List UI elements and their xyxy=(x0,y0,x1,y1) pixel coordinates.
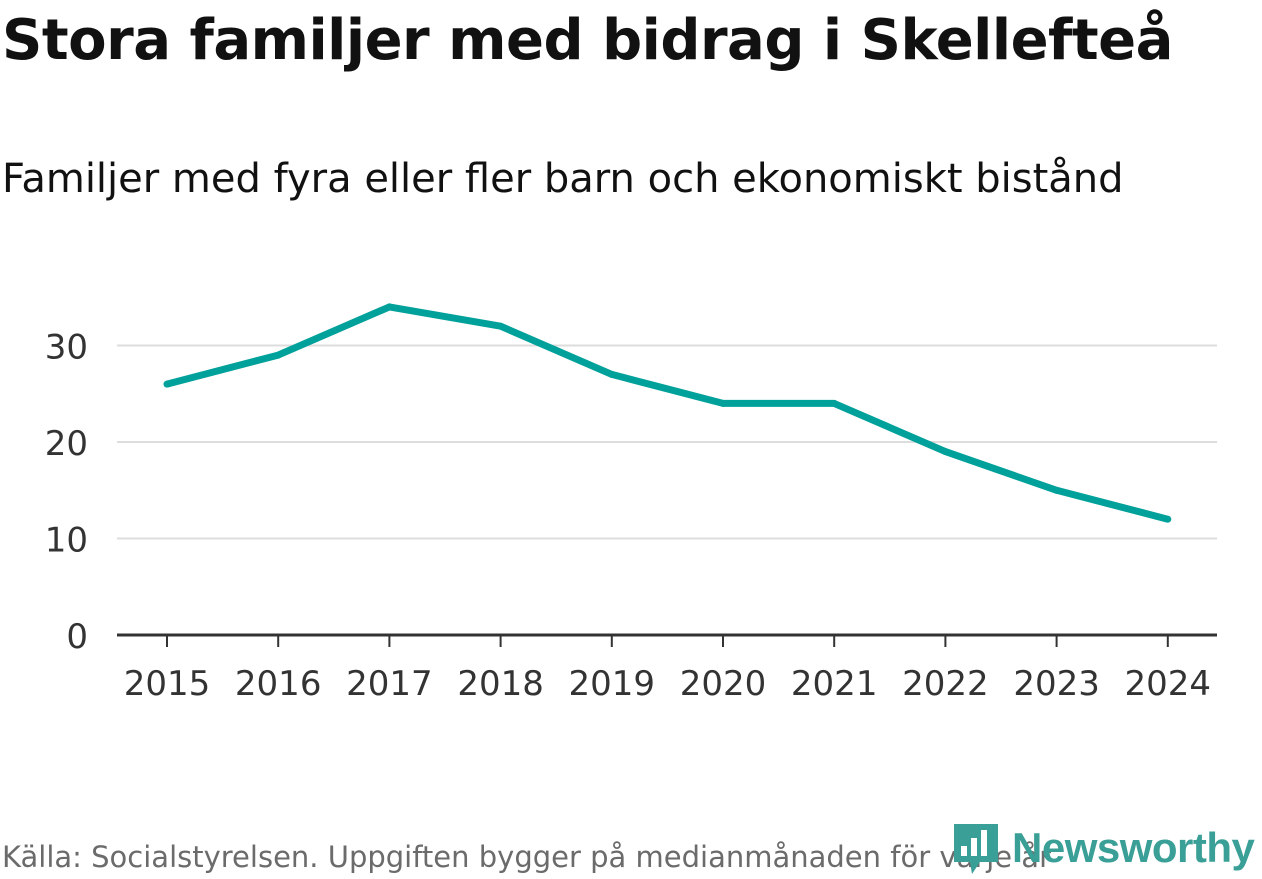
x-axis-ticks: 2015 2016 2017 2018 2019 2020 2021 2022 2023 2024 xyxy=(124,635,1211,704)
data-point-2015 xyxy=(163,380,171,388)
y-tick-label-10: 10 xyxy=(45,521,88,561)
data-point-2021 xyxy=(830,399,838,407)
x-tick-label-2015: 2015 xyxy=(124,664,211,704)
x-tick-label-2016: 2016 xyxy=(235,664,322,704)
y-tick-label-0: 0 xyxy=(66,617,88,657)
chart-title: Stora familjer med bidrag i Skellefteå xyxy=(2,8,1173,73)
y-tick-label-20: 20 xyxy=(45,424,88,464)
series-line-0 xyxy=(166,303,1169,523)
data-point-2024 xyxy=(1164,515,1172,523)
y-axis-ticks: 0 10 20 30 xyxy=(45,328,88,658)
data-point-2022 xyxy=(941,448,949,456)
y-tick-label-30: 30 xyxy=(45,328,88,368)
data-point-2018 xyxy=(497,322,505,330)
x-tick-label-2020: 2020 xyxy=(680,664,767,704)
x-tick-label-2019: 2019 xyxy=(569,664,656,704)
newsworthy-logo-icon xyxy=(954,824,998,874)
x-tick-label-2021: 2021 xyxy=(791,664,878,704)
x-tick-label-2018: 2018 xyxy=(457,664,544,704)
series-layer xyxy=(163,303,1172,523)
data-point-2016 xyxy=(274,351,282,359)
data-point-2017 xyxy=(385,303,393,311)
brand-name: Newsworthy xyxy=(1012,824,1255,871)
x-tick-label-2022: 2022 xyxy=(902,664,989,704)
data-point-2023 xyxy=(1053,486,1061,494)
x-tick-label-2024: 2024 xyxy=(1125,664,1212,704)
data-point-2020 xyxy=(719,399,727,407)
data-point-2019 xyxy=(608,370,616,378)
x-tick-label-2023: 2023 xyxy=(1013,664,1100,704)
grid-lines xyxy=(117,344,1217,540)
x-tick-label-2017: 2017 xyxy=(346,664,433,704)
chart-subtitle: Familjer med fyra eller fler barn och ek… xyxy=(2,156,1124,202)
brand-logo: Newsworthy xyxy=(950,818,1255,878)
source-note: Källa: Socialstyrelsen. Uppgiften bygger… xyxy=(2,840,1051,874)
